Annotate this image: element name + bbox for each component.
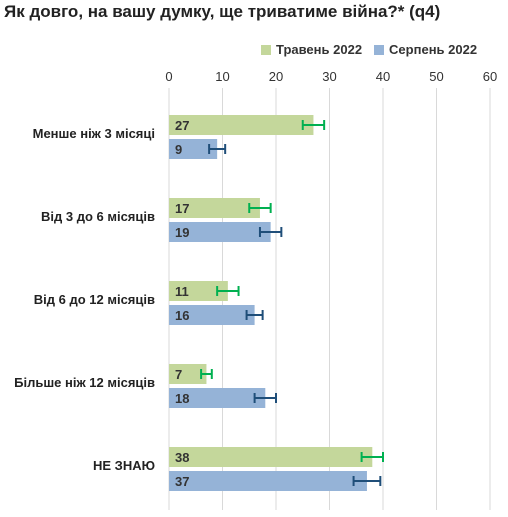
bar-may	[169, 364, 207, 384]
bar-august	[169, 222, 271, 242]
category-label: Від 3 до 6 місяців	[41, 209, 155, 224]
x-tick-label: 10	[215, 69, 229, 84]
category-label: НЕ ЗНАЮ	[93, 458, 155, 473]
bar-august	[169, 139, 218, 159]
legend-label-august: Серпень 2022	[389, 42, 478, 57]
legend-swatch-august	[374, 44, 385, 55]
bar-may	[169, 198, 260, 218]
data-label: 38	[175, 450, 189, 465]
data-label: 37	[175, 474, 189, 489]
x-tick-label: 40	[376, 69, 390, 84]
bar-august	[169, 388, 266, 408]
category-label: Менше ніж 3 місяці	[33, 126, 155, 141]
x-tick-label: 20	[269, 69, 283, 84]
bar-august	[169, 471, 367, 491]
category-label: Від 6 до 12 місяців	[34, 292, 155, 307]
data-label: 18	[175, 391, 189, 406]
data-label: 7	[175, 367, 182, 382]
legend-item-august: Серпень 2022	[374, 42, 477, 57]
x-tick-label: 50	[429, 69, 443, 84]
bar-may	[169, 281, 228, 301]
chart-legend: Травень 2022 Серпень 2022	[261, 42, 489, 57]
x-tick-label: 60	[483, 69, 497, 84]
data-label: 17	[175, 201, 189, 216]
legend-item-may: Травень 2022	[261, 42, 362, 57]
data-label: 11	[175, 284, 189, 299]
data-label: 19	[175, 225, 189, 240]
bar-august	[169, 305, 255, 325]
data-label: 9	[175, 142, 182, 157]
data-label: 16	[175, 308, 189, 323]
x-tick-label: 0	[165, 69, 172, 84]
legend-swatch-may	[261, 44, 271, 55]
category-label: Більше ніж 12 місяців	[14, 375, 155, 390]
legend-label-may: Травень 2022	[276, 42, 363, 57]
data-label: 27	[175, 118, 189, 133]
bar-may	[169, 115, 314, 135]
chart-title: Як довго, на вашу думку, ще триватиме ві…	[4, 2, 441, 21]
bar-may	[169, 447, 373, 467]
x-tick-label: 30	[322, 69, 336, 84]
